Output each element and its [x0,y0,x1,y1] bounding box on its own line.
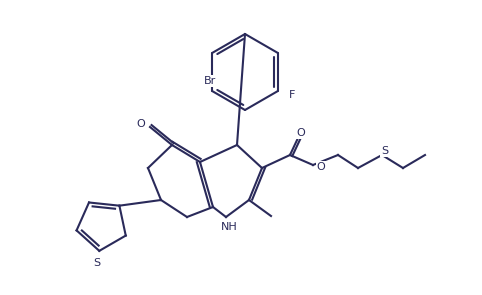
Text: Br: Br [204,76,216,86]
Text: S: S [381,146,388,156]
Text: S: S [94,258,101,268]
Text: F: F [289,90,295,100]
Text: O: O [136,119,146,129]
Text: NH: NH [221,222,237,232]
Text: O: O [296,128,306,138]
Text: O: O [317,162,325,172]
